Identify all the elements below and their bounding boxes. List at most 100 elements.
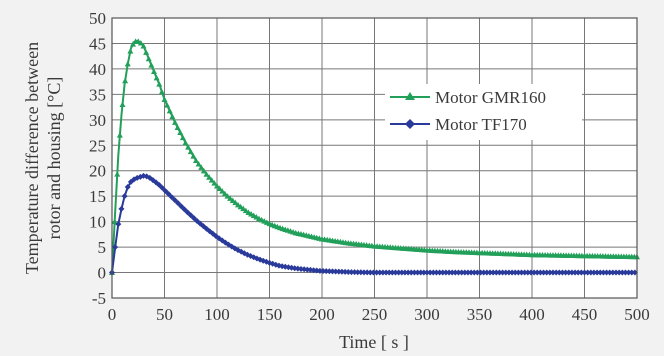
x-tick-label: 150 [257, 305, 283, 324]
x-tick-label: 450 [572, 305, 598, 324]
data-point-motor-tf170 [367, 269, 374, 276]
data-point-motor-gmr160 [124, 60, 131, 67]
data-point-motor-tf170 [496, 269, 503, 276]
data-point-motor-tf170 [477, 269, 484, 276]
data-point-motor-tf170 [159, 185, 166, 192]
data-point-motor-tf170 [361, 269, 367, 276]
x-tick-label: 0 [108, 305, 117, 324]
x-tick-label: 50 [156, 305, 173, 324]
data-point-motor-gmr160 [172, 119, 178, 125]
x-axis-label: Time [ s ] [339, 332, 409, 352]
data-point-motor-tf170 [565, 269, 572, 276]
series-motor-gmr160 [109, 38, 640, 276]
data-point-motor-tf170 [326, 268, 333, 275]
y-axis-label-line-2: rotor and housing [°C] [44, 77, 64, 240]
y-axis-label: Temperature difference between rotor and… [22, 42, 64, 274]
legend-marker-tf170 [405, 119, 415, 129]
data-point-motor-tf170 [436, 269, 443, 276]
data-point-motor-tf170 [559, 269, 566, 276]
data-point-motor-tf170 [550, 269, 556, 276]
data-point-motor-tf170 [572, 269, 579, 276]
data-point-motor-tf170 [499, 269, 506, 276]
data-point-motor-gmr160 [200, 167, 207, 174]
data-point-motor-gmr160 [137, 40, 144, 46]
data-point-motor-tf170 [531, 269, 538, 276]
data-point-motor-tf170 [442, 269, 449, 276]
data-point-motor-tf170 [493, 269, 500, 276]
data-point-motor-gmr160 [164, 102, 171, 108]
data-point-motor-tf170 [622, 269, 629, 276]
data-point-motor-gmr160 [224, 193, 231, 199]
data-point-motor-tf170 [411, 269, 418, 276]
data-point-motor-tf170 [474, 269, 481, 276]
data-point-motor-tf170 [534, 269, 541, 276]
y-tick-label: 30 [89, 111, 106, 130]
data-point-motor-gmr160 [177, 129, 184, 136]
legend-box [385, 84, 582, 140]
data-point-motor-tf170 [156, 181, 163, 188]
data-point-motor-gmr160 [122, 77, 129, 84]
data-point-motor-tf170 [521, 269, 528, 276]
data-point-motor-tf170 [480, 269, 487, 276]
data-point-motor-tf170 [376, 269, 383, 276]
data-point-motor-tf170 [354, 269, 361, 276]
data-point-motor-gmr160 [158, 88, 165, 95]
data-point-motor-gmr160 [111, 218, 118, 225]
data-point-motor-tf170 [175, 200, 182, 207]
data-point-motor-gmr160 [221, 190, 228, 197]
y-tick-label: 45 [89, 34, 106, 53]
data-point-motor-gmr160 [140, 43, 147, 49]
series-layer [109, 38, 640, 276]
data-point-motor-gmr160 [185, 144, 192, 150]
data-point-motor-tf170 [115, 221, 122, 228]
data-point-motor-tf170 [452, 269, 459, 276]
data-point-motor-gmr160 [214, 183, 220, 189]
data-point-motor-gmr160 [227, 195, 234, 201]
data-point-motor-tf170 [455, 269, 462, 276]
data-point-motor-tf170 [597, 269, 604, 276]
data-point-motor-tf170 [392, 269, 399, 276]
data-point-motor-gmr160 [127, 48, 134, 54]
data-point-motor-tf170 [420, 269, 427, 276]
legend-label-gmr160: Motor GMR160 [435, 88, 546, 107]
data-point-motor-tf170 [464, 269, 471, 276]
data-point-motor-tf170 [241, 250, 248, 257]
y-tick-label: 40 [89, 60, 106, 79]
data-point-motor-tf170 [187, 212, 194, 219]
data-point-motor-tf170 [178, 203, 185, 210]
data-point-motor-tf170 [587, 269, 594, 276]
data-point-motor-tf170 [112, 244, 119, 251]
data-point-motor-tf170 [553, 269, 560, 276]
data-point-motor-gmr160 [232, 199, 239, 206]
data-point-motor-gmr160 [148, 62, 155, 68]
data-point-motor-tf170 [348, 269, 355, 276]
data-point-motor-tf170 [575, 269, 582, 276]
y-tick-label: 25 [89, 136, 106, 155]
data-point-motor-tf170 [364, 269, 371, 276]
data-point-motor-tf170 [512, 269, 519, 276]
data-point-motor-tf170 [600, 269, 607, 276]
data-point-motor-gmr160 [169, 113, 176, 120]
data-point-motor-tf170 [162, 188, 169, 195]
data-point-motor-gmr160 [206, 174, 213, 180]
data-point-motor-gmr160 [156, 81, 163, 87]
data-point-motor-tf170 [584, 269, 591, 276]
data-point-motor-tf170 [408, 269, 415, 276]
data-point-motor-tf170 [556, 269, 563, 276]
data-point-motor-gmr160 [190, 153, 197, 159]
data-point-motor-tf170 [616, 269, 623, 276]
data-point-motor-gmr160 [211, 180, 218, 186]
data-point-motor-tf170 [181, 206, 188, 213]
data-point-motor-tf170 [433, 269, 440, 276]
data-point-motor-gmr160 [193, 157, 199, 164]
data-point-motor-gmr160 [153, 74, 160, 81]
data-point-motor-tf170 [613, 269, 619, 276]
data-point-motor-tf170 [537, 269, 544, 276]
data-point-motor-tf170 [461, 269, 468, 276]
data-point-motor-tf170 [609, 269, 616, 276]
data-point-motor-tf170 [427, 269, 434, 276]
y-tick-labels: -5 0 5 10 15 20 25 30 35 40 45 50 [89, 9, 106, 308]
data-point-motor-tf170 [524, 269, 531, 276]
data-point-motor-gmr160 [182, 139, 189, 146]
